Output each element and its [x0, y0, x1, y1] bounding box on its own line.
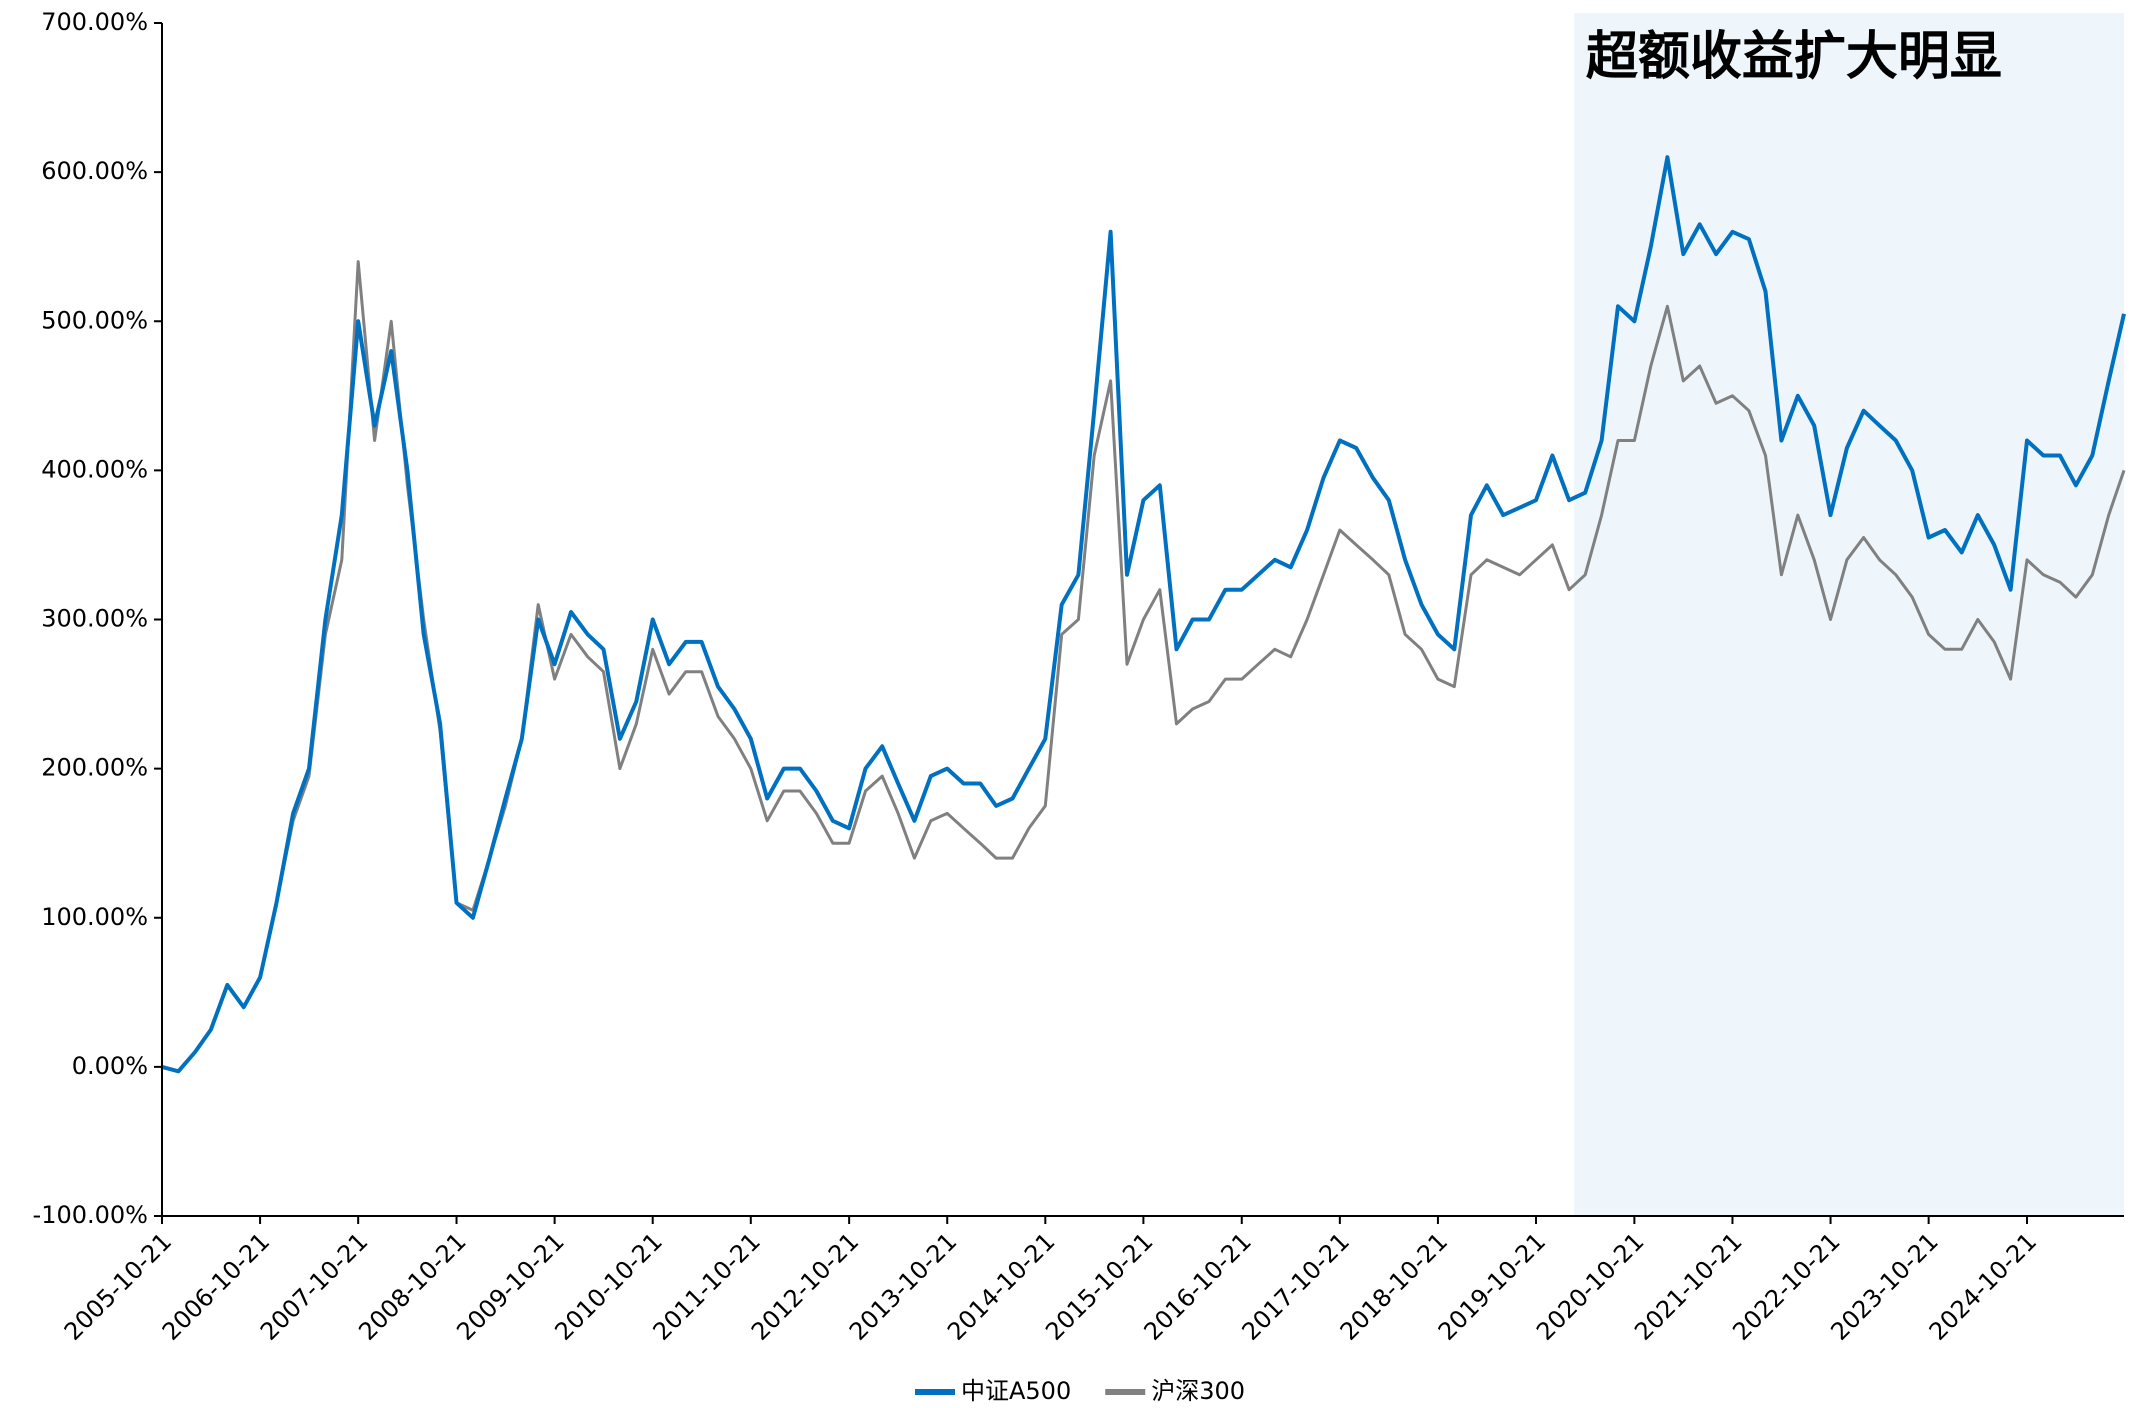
y-tick-label: 0.00% — [72, 1052, 148, 1080]
y-tick-label: 200.00% — [41, 754, 148, 782]
y-tick-label: 100.00% — [41, 903, 148, 931]
y-tick-label: 300.00% — [41, 605, 148, 633]
legend-label: 沪深300 — [1151, 1377, 1245, 1405]
y-tick-label: 500.00% — [41, 306, 148, 334]
y-tick-label: -100.00% — [33, 1201, 148, 1229]
legend-label: 中证A500 — [961, 1377, 1071, 1405]
y-tick-label: 600.00% — [41, 157, 148, 185]
annotation: 超额收益扩大明显 — [1586, 27, 2002, 87]
y-tick-label: 700.00% — [41, 8, 148, 36]
y-tick-label: 400.00% — [41, 455, 148, 483]
highlight-region — [1573, 13, 2124, 1216]
series-line — [161, 155, 2126, 1074]
